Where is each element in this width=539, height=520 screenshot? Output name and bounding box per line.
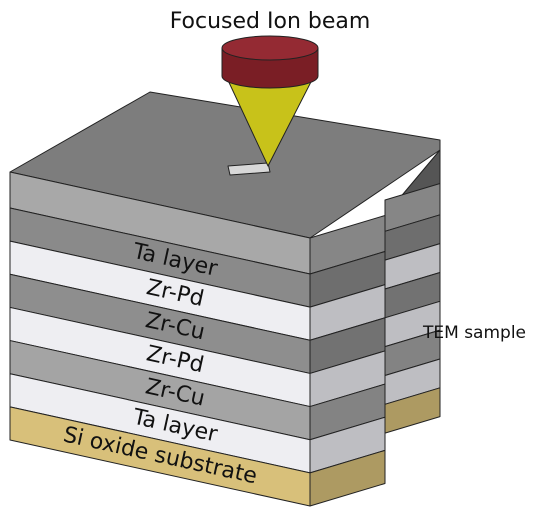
beam-title: Focused Ion beam <box>170 9 371 34</box>
diagram: Focused Ion beam Ta layerZr-PdZr-CuZr-Pd… <box>0 0 539 516</box>
tem-sample-label: TEM sample <box>422 323 526 343</box>
beam-cylinder-top <box>222 36 318 60</box>
